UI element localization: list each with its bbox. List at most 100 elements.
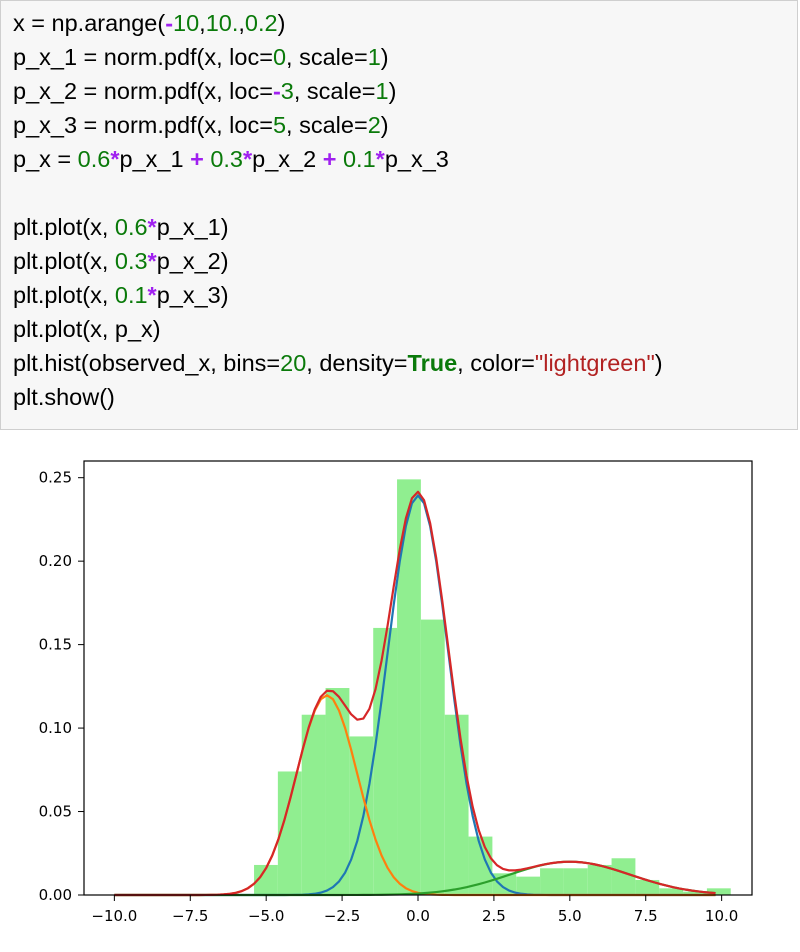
code-token: + (190, 146, 204, 172)
histogram-bar (706, 888, 731, 895)
histogram-bar (587, 864, 612, 895)
code-line (13, 176, 663, 210)
code-token: 1 (367, 44, 381, 70)
y-tick-label: 0.15 (39, 636, 72, 654)
code-token: + (322, 146, 337, 172)
code-token: , (238, 10, 245, 36)
code-token: plt.show() (13, 384, 115, 410)
histogram-bar (563, 868, 588, 895)
code-token: - (165, 10, 174, 36)
code-line: plt.plot(x, p_x) (13, 312, 663, 346)
histogram-bar (254, 864, 278, 895)
code-token: p_x_1 = norm.pdf(x, loc= (13, 44, 273, 70)
code-line: plt.plot(x, 0.3*p_x_2) (13, 244, 663, 278)
code-token: 20 (280, 350, 307, 376)
code-editor[interactable]: x = np.arange(-10,10.,0.2) p_x_1 = norm.p… (13, 6, 663, 414)
chart: −10.0 −7.5 −5.0 −2.5 0.0 2.5 5.0 7.5 10.0 0.00 0.0… (39, 460, 753, 925)
histogram-bar (420, 619, 445, 895)
code-token: plt.plot(x, (13, 214, 115, 240)
code-token: 2 (367, 112, 381, 138)
code-token: - (272, 78, 281, 104)
code-token: ) (654, 350, 663, 376)
histogram-bar (349, 736, 374, 895)
code-token: 0.1 (342, 146, 376, 172)
code-token: * (147, 214, 157, 240)
code-line: p_x = 0.6*p_x_1 + 0.3*p_x_2 + 0.1*p_x_3 (13, 142, 663, 176)
x-tick-label: −7.5 (172, 907, 208, 925)
code-token: 5 (272, 112, 287, 138)
x-tick-label: −2.5 (324, 907, 360, 925)
histogram-bar (397, 479, 421, 895)
code-token: ) (277, 10, 286, 36)
code-token: plt.plot(x, (13, 248, 115, 274)
code-token: ) (388, 78, 397, 104)
code-token: ) (380, 44, 389, 70)
code-token: 3 (280, 78, 294, 104)
x-tick-label: 7.5 (634, 907, 658, 925)
code-token: 0.6 (77, 146, 111, 172)
x-tick-label: −5.0 (248, 907, 284, 925)
histogram-bar (325, 688, 350, 895)
x-tick-label: 5.0 (558, 907, 582, 925)
code-token: plt.plot(x, (13, 282, 115, 308)
code-token: * (110, 146, 120, 172)
code-token: , (199, 10, 206, 36)
histogram-bar (611, 858, 636, 895)
code-token: 0.6 (114, 214, 148, 240)
code-token: 0.1 (114, 282, 148, 308)
histogram-bar (277, 771, 302, 895)
code-line: plt.show() (13, 380, 663, 414)
code-token: ) (380, 112, 389, 138)
y-tick-label: 0.25 (39, 469, 72, 487)
code-token: 1 (375, 78, 389, 104)
code-line: p_x_3 = norm.pdf(x, loc=5, scale=2) (13, 108, 663, 142)
code-token: p_x_2 = norm.pdf(x, loc= (13, 78, 273, 104)
code-token: 0.2 (244, 10, 278, 36)
y-tick-label: 0.20 (39, 552, 72, 570)
code-token: p_x_2) (156, 248, 229, 274)
code-line: p_x_2 = norm.pdf(x, loc=-3, scale=1) (13, 74, 663, 108)
code-token: 0.3 (210, 146, 243, 172)
x-tick-label: −10.0 (91, 907, 137, 925)
code-token: p_x_1 (119, 146, 191, 172)
code-token: , density= (306, 350, 408, 376)
code-token: * (147, 282, 157, 308)
x-tick-label: 10.0 (705, 907, 738, 925)
code-cell[interactable]: x = np.arange(-10,10.,0.2) p_x_1 = norm.p… (0, 0, 798, 430)
code-token: "lightgreen" (534, 350, 655, 376)
code-token: x = np.arange( (13, 10, 166, 36)
code-line: x = np.arange(-10,10.,0.2) (13, 6, 663, 40)
code-token: , scale= (286, 112, 368, 138)
code-token: * (375, 146, 385, 172)
code-token: 0.3 (114, 248, 148, 274)
code-token: plt.hist(observed_x, bins= (13, 350, 281, 376)
histogram-bar (659, 888, 684, 895)
code-token: p_x = (13, 146, 78, 172)
code-line: plt.hist(observed_x, bins=20, density=Tr… (13, 346, 663, 380)
code-token: True (407, 350, 458, 376)
histogram-bar (301, 714, 326, 895)
code-token: p_x_3) (156, 282, 229, 308)
code-token: 10 (173, 10, 200, 36)
histogram-bar (540, 868, 564, 895)
histogram-bar (373, 627, 398, 895)
histogram-bar (516, 876, 541, 895)
code-line: plt.plot(x, 0.1*p_x_3) (13, 278, 663, 312)
histogram-bar (635, 879, 660, 895)
x-tick-label: 2.5 (482, 907, 506, 925)
code-line: plt.plot(x, 0.6*p_x_1) (13, 210, 663, 244)
code-token: 10. (205, 10, 239, 36)
code-line: p_x_1 = norm.pdf(x, loc=0, scale=1) (13, 40, 663, 74)
code-token: , scale= (286, 44, 368, 70)
code-token: plt.plot(x, p_x) (13, 316, 161, 342)
code-token: p_x_1) (156, 214, 229, 240)
x-tick-label: 0.0 (406, 907, 430, 925)
histogram-bar (444, 714, 469, 895)
code-token: p_x_3 = norm.pdf(x, loc= (13, 112, 273, 138)
code-token: , scale= (293, 78, 376, 104)
code-token: p_x_3 (384, 146, 449, 172)
y-tick-label: 0.00 (39, 886, 72, 904)
histogram-bar (683, 891, 707, 895)
code-token: * (243, 146, 253, 172)
code-token: 0 (272, 44, 287, 70)
